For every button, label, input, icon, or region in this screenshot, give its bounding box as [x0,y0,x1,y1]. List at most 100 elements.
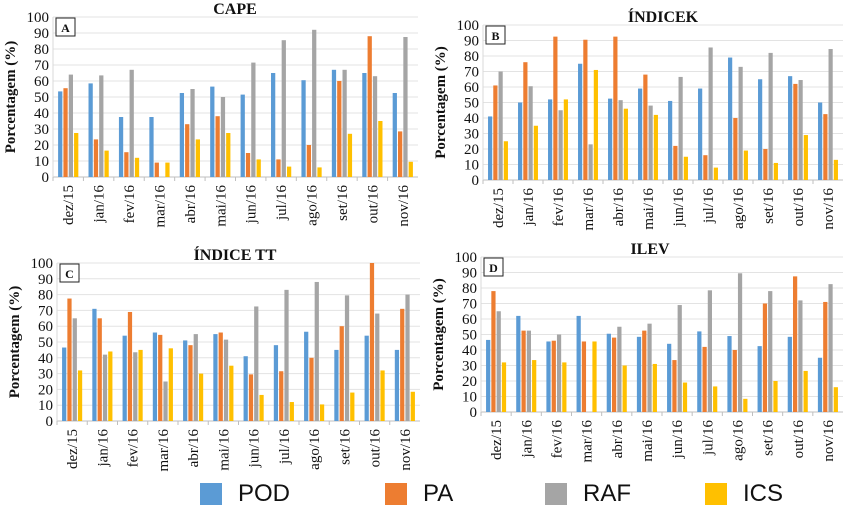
bar-pod-jun-16 [667,343,672,412]
bar-pod-fev-16 [122,335,127,421]
legend-label-raf: RAF [583,480,631,507]
bar-raf-jun-16 [677,305,682,412]
bar-raf-out-16 [798,300,803,412]
bar-pod-ago-16 [728,57,733,180]
bar-ics-set-16 [773,381,778,412]
bar-ics-mai-16 [229,365,234,421]
panel-label-box [485,25,506,45]
bar-pa-nov-16 [823,301,828,412]
y-tick-label: 40 [462,343,477,359]
bar-pod-abr-16 [179,93,185,177]
x-tick-label: mar/16 [156,429,172,472]
bar-ics-out-16 [803,135,808,180]
x-tick-label: jun/16 [671,188,687,228]
bar-raf-abr-16 [193,334,198,421]
x-tick-label: ago/16 [731,188,747,229]
bar-ics-fev-16 [563,99,568,180]
bar-ics-nov-16 [408,161,413,177]
bar-pod-set-16 [757,346,762,412]
bar-ics-mar-16 [168,348,173,421]
legend-item-pa: PA [385,480,453,508]
bar-ics-mar-16 [593,69,598,180]
y-axis-label: Porcentagem (%) [433,46,449,159]
x-tick-label: jun/16 [247,429,263,469]
bar-raf-out-16 [372,76,378,177]
x-tick-label: out/16 [365,185,381,224]
panel-label-box [59,263,80,283]
panel-label: B [491,29,499,43]
bar-raf-dez-15 [498,71,503,180]
y-axis-label: Porcentagem (%) [3,41,19,154]
x-tick-label: jan/16 [95,429,111,468]
bar-ics-ago-16 [317,167,322,177]
bar-pod-mai-16 [213,334,218,421]
chart-title: ÍNDICE TT [194,245,277,264]
bar-pod-fev-16 [118,117,124,177]
y-tick-label: 40 [34,106,49,122]
y-tick-label: 60 [34,74,49,90]
panel-label-box [55,17,76,37]
bar-raf-ago-16 [312,29,317,177]
bar-pa-jul-16 [279,371,284,421]
y-tick-label: 60 [38,319,53,335]
y-tick-label: 40 [464,111,479,127]
y-tick-label: 10 [464,158,479,174]
y-tick-label: 100 [457,18,480,34]
bar-pod-mai-16 [636,336,642,412]
bar-raf-jan-16 [526,330,532,412]
y-tick-label: 40 [38,351,53,367]
y-tick-label: 90 [464,34,479,50]
bar-pod-jul-16 [271,73,276,177]
bar-pod-dez-15 [58,91,63,177]
bar-pa-dez-15 [67,298,72,421]
y-tick-label: 50 [462,328,477,344]
bar-pa-abr-16 [613,36,618,180]
legend-item-pod: POD [200,480,290,508]
bar-pa-ago-16 [306,145,312,177]
bar-pa-ago-16 [309,357,314,421]
bar-pa-mar-16 [581,341,587,412]
bar-pa-nov-16 [398,131,403,177]
x-tick-label: abr/16 [186,429,202,468]
bar-raf-ago-16 [738,66,743,180]
y-tick-label: 70 [38,303,53,319]
y-tick-label: 90 [462,266,477,282]
x-tick-label: abr/16 [610,420,626,459]
y-tick-label: 80 [34,42,49,58]
bar-pod-abr-16 [606,333,611,412]
panel-label: D [489,261,498,275]
bar-pod-out-16 [787,336,792,412]
y-tick-label: 30 [34,122,49,138]
y-tick-label: 100 [455,250,478,266]
x-tick-label: abr/16 [183,185,199,224]
bar-ics-jun-16 [259,394,264,421]
legend-label-ics: ICS [743,480,784,507]
bar-pod-nov-16 [394,349,400,421]
x-tick-label: dez/15 [491,188,507,228]
y-tick-label: 50 [34,90,49,106]
bar-raf-set-16 [342,69,347,177]
bar-pa-jun-16 [672,360,677,412]
bar-raf-abr-16 [617,326,622,412]
bar-raf-nov-16 [828,284,833,412]
bar-ics-mai-16 [226,133,231,177]
x-tick-label: jul/16 [277,429,293,466]
bar-raf-jul-16 [284,289,289,421]
bar-raf-dez-15 [72,318,77,421]
x-tick-label: set/16 [761,420,777,456]
y-tick-label: 0 [472,173,480,189]
x-tick-label: jul/16 [274,185,290,222]
x-tick-label: jan/16 [519,420,535,459]
bar-pa-mar-16 [154,162,159,177]
bar-pa-jan-16 [93,139,99,177]
bar-raf-nov-16 [405,294,410,421]
bar-pod-set-16 [758,79,763,180]
bar-raf-set-16 [344,295,350,421]
bar-ics-ago-16 [743,398,748,412]
bar-raf-jan-16 [102,354,108,421]
bar-pod-dez-15 [486,339,491,412]
bar-pa-abr-16 [185,124,190,177]
bar-pa-dez-15 [493,85,498,180]
legend-swatch-pod [200,483,222,505]
